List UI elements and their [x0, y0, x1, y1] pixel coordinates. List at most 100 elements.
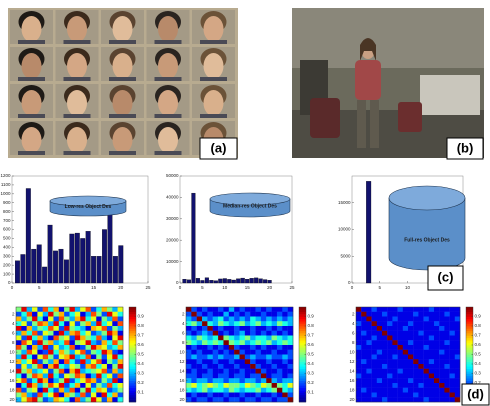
colorbar-tick-label: 0.5: [138, 352, 145, 357]
heatmap-cell: [418, 331, 423, 336]
heatmap-cell: [59, 326, 65, 331]
heatmap-cell: [112, 397, 118, 402]
heatmap-cell: [91, 350, 97, 355]
heatmap-cell: [256, 393, 262, 398]
heatmap-cell: [202, 397, 208, 402]
heatmap-cell: [245, 383, 251, 388]
heatmap-cell: [16, 307, 22, 312]
heatmap-cell: [403, 378, 408, 383]
heatmap-cell: [223, 393, 229, 398]
heatmap-cell: [21, 336, 27, 341]
heatmap-cell: [413, 331, 418, 336]
heatmap-cell: [356, 383, 361, 388]
heatmap-cell: [261, 393, 267, 398]
heatmap-cell: [207, 364, 213, 369]
y-tick-label: 2: [352, 311, 355, 316]
face-skin: [158, 16, 178, 42]
heatmap-cell: [403, 364, 408, 369]
heatmap-cell: [377, 321, 382, 326]
heatmap-cell: [387, 350, 392, 355]
heatmap-cell: [21, 374, 27, 379]
heatmap-cell: [21, 369, 27, 374]
face-shirt: [109, 77, 136, 81]
heatmap-cell: [266, 374, 272, 379]
heatmap-cell: [266, 359, 272, 364]
heatmap-cell: [186, 326, 192, 331]
heatmap-cell: [96, 340, 102, 345]
heatmap-cell: [91, 307, 97, 312]
heatmap-cell: [223, 312, 229, 317]
heatmap-cell: [37, 364, 43, 369]
heatmap-cell: [64, 331, 70, 336]
heatmap-cell: [32, 378, 38, 383]
heatmap-cell: [86, 397, 92, 402]
heatmap-cell: [439, 350, 444, 355]
heatmap-cell: [207, 374, 213, 379]
heatmap-cell: [218, 331, 224, 336]
heatmap-cell: [43, 359, 49, 364]
heatmap-cell: [118, 378, 124, 383]
colorbar-tick-label: 0.7: [138, 333, 145, 338]
face-shirt: [109, 114, 136, 118]
heatmap-cell: [59, 350, 65, 355]
y-tick-label: 700: [3, 218, 11, 223]
colorbar-segment: [299, 331, 306, 334]
heatmap-cell: [86, 393, 92, 398]
heatmap-cell: [261, 359, 267, 364]
x-tick-label: 20: [118, 285, 124, 290]
heatmap-cell: [408, 336, 413, 341]
heatmap-cell: [413, 359, 418, 364]
heatmap-cell: [288, 345, 294, 350]
heatmap-cell: [377, 355, 382, 360]
colorbar-segment: [466, 319, 473, 322]
heatmap-cell: [207, 397, 213, 402]
heatmap-cell: [250, 393, 256, 398]
heatmap-cell: [229, 378, 235, 383]
cylinder-top: [389, 186, 465, 210]
heatmap-cell: [37, 312, 43, 317]
colorbar-segment: [466, 321, 473, 324]
heatmap-cell: [455, 355, 460, 360]
heatmap-cell: [272, 345, 278, 350]
heatmap-cell: [372, 350, 377, 355]
heatmap-cell: [261, 312, 267, 317]
heatmap-cell: [70, 369, 76, 374]
heatmap-cell: [86, 359, 92, 364]
bar: [241, 278, 245, 283]
heatmap-cell: [64, 317, 70, 322]
heatmap-cell: [366, 383, 371, 388]
heatmap-cell: [366, 350, 371, 355]
heatmap-cell: [429, 321, 434, 326]
colorbar-segment: [129, 319, 136, 322]
heatmap-cell: [439, 388, 444, 393]
colorbar-segment: [299, 309, 306, 312]
heatmap-cell: [59, 345, 65, 350]
heatmap-cell: [37, 340, 43, 345]
y-tick-label: 30000: [166, 216, 179, 221]
heatmap-cell: [223, 345, 229, 350]
heatmap-cell: [223, 317, 229, 322]
heatmap-cell: [424, 393, 429, 398]
y-tick-label: 6: [12, 330, 15, 335]
face-shirt: [200, 114, 227, 118]
heatmap-cell: [256, 331, 262, 336]
y-tick-label: 20: [9, 397, 15, 402]
heatmap-cell: [434, 364, 439, 369]
heatmap-cell: [32, 369, 38, 374]
charts: 0100200300400500600700800900100011001200…: [0, 173, 481, 402]
heatmap-cell: [455, 350, 460, 355]
heatmap-cell: [96, 374, 102, 379]
y-tick-label: 600: [3, 227, 11, 232]
heatmap-cell: [272, 378, 278, 383]
heatmap-cell: [107, 388, 113, 393]
heatmap-cell: [80, 378, 86, 383]
heatmap-cell: [223, 388, 229, 393]
heatmap-cell: [392, 383, 397, 388]
heatmap-cell: [102, 307, 108, 312]
heatmap-cell: [48, 355, 54, 360]
heatmap-cell: [356, 393, 361, 398]
heatmap-cell: [418, 350, 423, 355]
colorbar-segment: [299, 383, 306, 386]
colorbar-segment: [129, 355, 136, 358]
heatmap-cell: [102, 312, 108, 317]
